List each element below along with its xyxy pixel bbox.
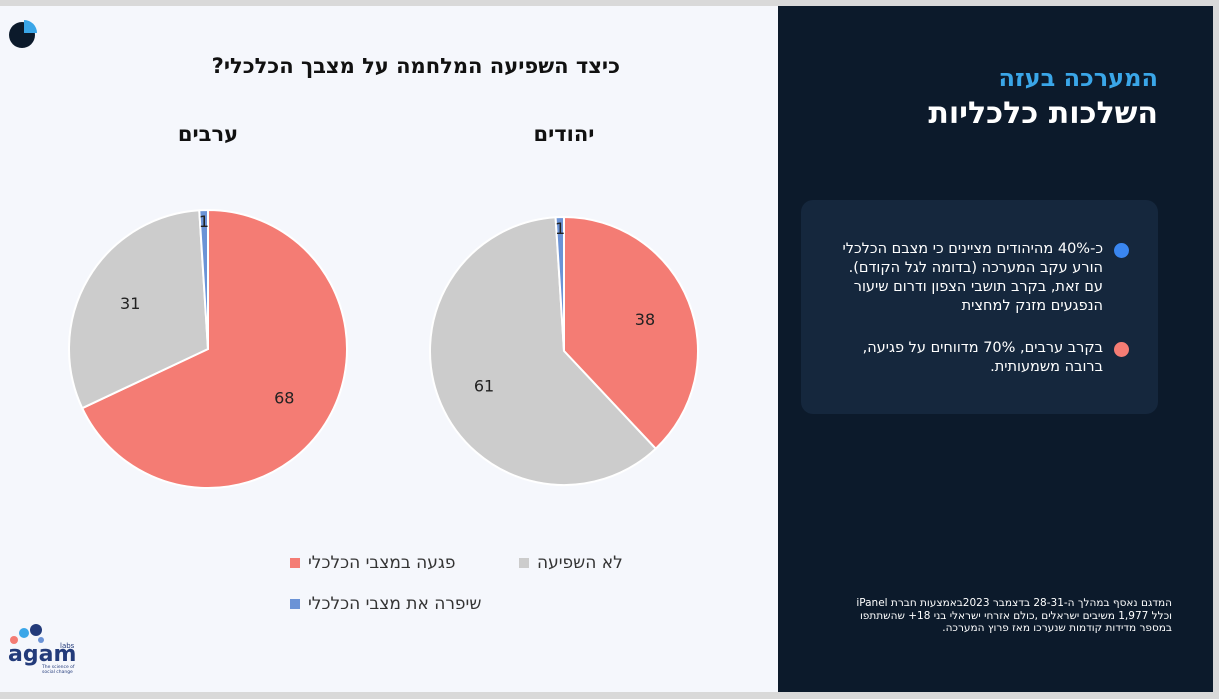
slice-label: 31 [120, 294, 140, 313]
summary-box [801, 200, 1158, 414]
bullet-dot [1114, 342, 1129, 357]
slice-label: 38 [635, 310, 655, 329]
logo-icon [9, 20, 37, 48]
pie-title: ערבים [177, 122, 239, 146]
pie-slice [429, 216, 658, 486]
pie-slice [68, 209, 210, 410]
bullet-dot [1114, 243, 1129, 258]
legend-label: שיפרה את מצבי הכלכלי [308, 594, 482, 614]
panel-kicker: המערכה בעזה [998, 64, 1158, 92]
agam-icon [10, 624, 44, 644]
bullet-text: כ-40% מהיהודים מציינים כי מצבם הכלכלי הו… [842, 241, 1103, 314]
bullet-text: בקרב ערבים, 70% מדווחים על פגיעה, ברובה … [862, 340, 1103, 375]
legend-label: פגעה במצבי הכלכלי [308, 553, 456, 573]
legend-item: לא השפיעה [519, 553, 623, 573]
pie-slice [554, 215, 565, 352]
footnote: המדגם נאסף במהלך ה-28-31 בדצמבר 2023באמצ… [856, 597, 1172, 634]
slice-label: 1 [199, 212, 209, 231]
legend-label: לא השפיעה [537, 553, 623, 573]
slice-label: 1 [555, 219, 565, 238]
slice-label: 68 [274, 388, 294, 407]
legend-item: פגעה במצבי הכלכלי [290, 553, 455, 573]
legend-swatch [290, 558, 300, 568]
legend-item: שיפרה את מצבי הכלכלי [290, 594, 481, 614]
slice-label: 61 [474, 377, 494, 396]
pie-title: יהודים [533, 122, 595, 146]
panel-headline: השלכות כלכליות [928, 96, 1158, 131]
legend-swatch [290, 599, 300, 609]
legend-swatch [519, 558, 529, 568]
logo-suffix: labs [60, 642, 75, 650]
pie-slice [80, 208, 348, 489]
pie-slice [198, 208, 209, 350]
pie-slice [563, 215, 699, 451]
logo-tagline: The science of social change [42, 665, 75, 675]
chart-title: כיצד השפיעה המלחמה על מצבך הכלכלי? [211, 54, 620, 78]
logo-name: agam [8, 642, 77, 667]
